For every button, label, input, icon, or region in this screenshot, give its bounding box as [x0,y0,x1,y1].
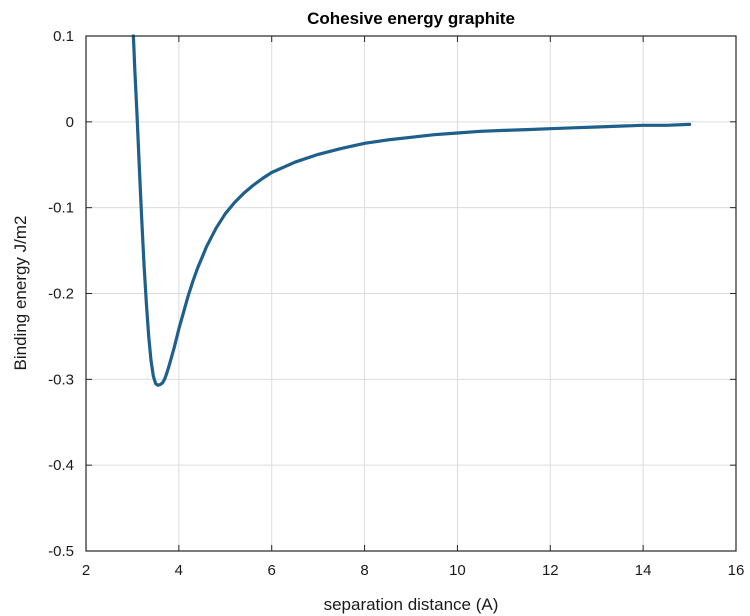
x-tick-label: 16 [728,562,745,579]
x-tick-label: 14 [635,562,652,579]
y-tick-label: -0.2 [48,286,74,303]
y-tick-label: -0.1 [48,200,74,217]
x-tick-label: 12 [542,562,559,579]
grid [86,36,736,551]
plot-lines [131,34,692,387]
series-line [131,34,692,387]
x-tick-label: 2 [82,562,90,579]
y-tick-label: -0.3 [48,371,74,388]
y-tick-label: -0.5 [48,543,74,560]
y-tick-label: 0 [66,114,74,131]
x-tick-label: 8 [360,562,368,579]
chart-title: Cohesive energy graphite [307,9,515,28]
x-axis-label: separation distance (A) [324,595,499,614]
y-tick-label: 0.1 [53,28,74,45]
y-axis-label: Binding energy J/m2 [11,216,30,371]
y-tick-label: -0.4 [48,457,74,474]
x-tick-label: 4 [175,562,183,579]
axis-ticks: 2 4 6 8 10 12 14 16 -0.5 -0.4 -0.3 -0.2 -0.1 0 0.1 [48,28,744,579]
x-tick-label: 10 [449,562,466,579]
x-tick-label: 6 [268,562,276,579]
